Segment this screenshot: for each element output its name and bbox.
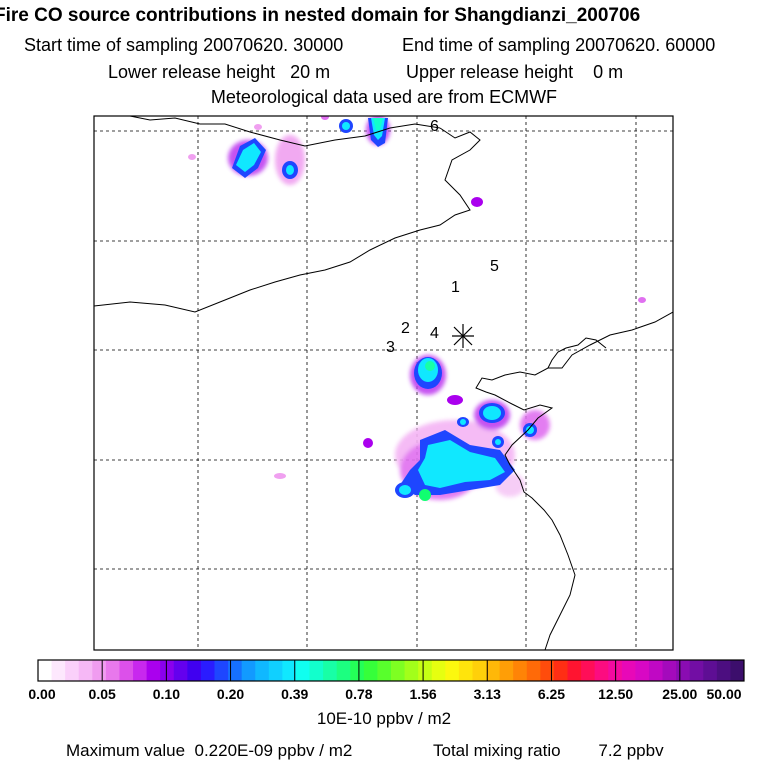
colorbar-cell — [418, 660, 433, 681]
colorbar-cell — [336, 660, 351, 681]
colorbar-cell — [268, 660, 283, 681]
colorbar-tick-label: 3.13 — [473, 686, 501, 702]
colorbar-cell — [648, 660, 664, 681]
colorbar-tick-label: 50.00 — [706, 686, 742, 702]
colorbar-cell — [716, 660, 731, 681]
colorbar-cell — [404, 660, 419, 681]
colorbar-cell — [105, 660, 120, 681]
colorbar-cell — [567, 660, 582, 681]
station-label-2: 2 — [401, 320, 410, 337]
colorbar-cell — [295, 660, 311, 681]
total-mixing-ratio: Total mixing ratio 7.2 ppbv — [433, 741, 664, 761]
colorbar-cell — [200, 660, 215, 681]
station-label-4: 4 — [430, 325, 439, 342]
colorbar-cell — [187, 660, 202, 681]
colorbar-frame — [37, 659, 745, 682]
upper-value: 0 m — [593, 62, 624, 82]
colorbar-cell — [51, 660, 66, 681]
colorbar-cell — [486, 660, 501, 681]
colorbar-cell — [689, 660, 704, 681]
colorbar-cell — [445, 660, 460, 681]
colorbar-cell — [282, 660, 297, 681]
co-plume — [188, 116, 646, 501]
colorbar-cell — [119, 660, 134, 681]
max-label: Maximum value — [66, 741, 186, 760]
colorbar-tick-label: 0.00 — [28, 686, 56, 702]
start-label: Start time of sampling — [24, 35, 199, 55]
colorbar-cell — [730, 660, 745, 681]
colorbar-cell — [160, 660, 175, 681]
colorbar-cell — [323, 660, 338, 681]
colorbar-tick-label: 0.05 — [88, 686, 116, 702]
colorbar-cell — [228, 660, 243, 681]
start-value: 20070620. 30000 — [203, 35, 344, 55]
map-title: Fire CO source contributions in nested d… — [0, 5, 641, 26]
colorbar-cell — [173, 660, 188, 681]
colorbar-cell — [391, 660, 406, 681]
colorbar-tick-label: 12.50 — [598, 686, 634, 702]
colorbar-tick-label: 0.10 — [152, 686, 180, 702]
sampling-start: Start time of sampling 20070620. 30000 — [24, 35, 343, 55]
colorbar-cell — [621, 660, 636, 681]
colorbar-tick-label: 25.00 — [662, 686, 698, 702]
total-value: 7.2 ppbv — [598, 741, 664, 760]
colorbar-cell — [309, 660, 324, 681]
map-frame — [93, 115, 674, 651]
total-label: Total mixing ratio — [433, 741, 561, 760]
colorbar-cells — [38, 660, 745, 681]
colorbar-cell — [676, 660, 691, 681]
sampling-end: End time of sampling 20070620. 60000 — [402, 35, 715, 55]
colorbar-cell — [662, 660, 677, 681]
colorbar-cell — [363, 660, 378, 681]
colorbar-cell — [350, 660, 365, 681]
colorbar-cell — [553, 660, 568, 681]
end-value: 20070620. 60000 — [575, 35, 716, 55]
lower-label: Lower release height — [108, 62, 276, 82]
colorbar-cell — [513, 660, 528, 681]
upper-label: Upper release height — [406, 62, 574, 82]
station-label-6: 6 — [430, 118, 439, 135]
end-label: End time of sampling — [402, 35, 571, 55]
colorbar-cell — [377, 660, 392, 681]
colorbar-cell — [241, 660, 256, 681]
coastlines — [94, 116, 673, 650]
station-label-3: 3 — [386, 339, 395, 356]
colorbar-cell — [78, 660, 93, 681]
colorbar-cell — [581, 660, 596, 681]
colorbar-cell — [146, 660, 161, 681]
colorbar-cell — [38, 660, 53, 681]
colorbar-tick-label: 0.39 — [281, 686, 309, 702]
colorbar-tick-label: 1.56 — [409, 686, 437, 702]
colorbar-cell — [214, 660, 229, 681]
lower-value: 20 m — [290, 62, 331, 82]
station-label-5: 5 — [490, 258, 499, 275]
site-asterisk-icon — [452, 324, 474, 348]
colorbar-cell — [635, 660, 650, 681]
colorbar-cell — [255, 660, 270, 681]
colorbar-cell — [499, 660, 514, 681]
colorbar-cell — [540, 660, 555, 681]
colorbar-cell — [92, 660, 107, 681]
colorbar-cell — [526, 660, 541, 681]
meteorology-note: Meteorological data used are from ECMWF — [210, 87, 558, 107]
colorbar-cell — [65, 660, 80, 681]
lower-release: Lower release height 20 m — [108, 62, 330, 82]
colorbar-tick-label: 6.25 — [537, 686, 566, 702]
colorbar-cell — [431, 660, 446, 681]
max-value: 0.220E-09 ppbv / m2 — [194, 741, 353, 760]
colorbar-tick-label: 0.20 — [216, 686, 245, 702]
upper-release: Upper release height 0 m — [406, 62, 623, 82]
maximum-value: Maximum value 0.220E-09 ppbv / m2 — [66, 741, 352, 761]
colorbar-cell — [458, 660, 473, 681]
colorbar-unit: 10E-10 ppbv / m2 — [316, 709, 452, 728]
colorbar-cell — [133, 660, 148, 681]
station-labels: 1 2 3 4 5 6 — [386, 118, 499, 356]
station-label-1: 1 — [451, 279, 460, 296]
colorbar-cell — [703, 660, 718, 681]
colorbar-cell — [594, 660, 609, 681]
colorbar-tick-label: 0.78 — [345, 686, 373, 702]
colorbar-cell — [472, 660, 487, 681]
